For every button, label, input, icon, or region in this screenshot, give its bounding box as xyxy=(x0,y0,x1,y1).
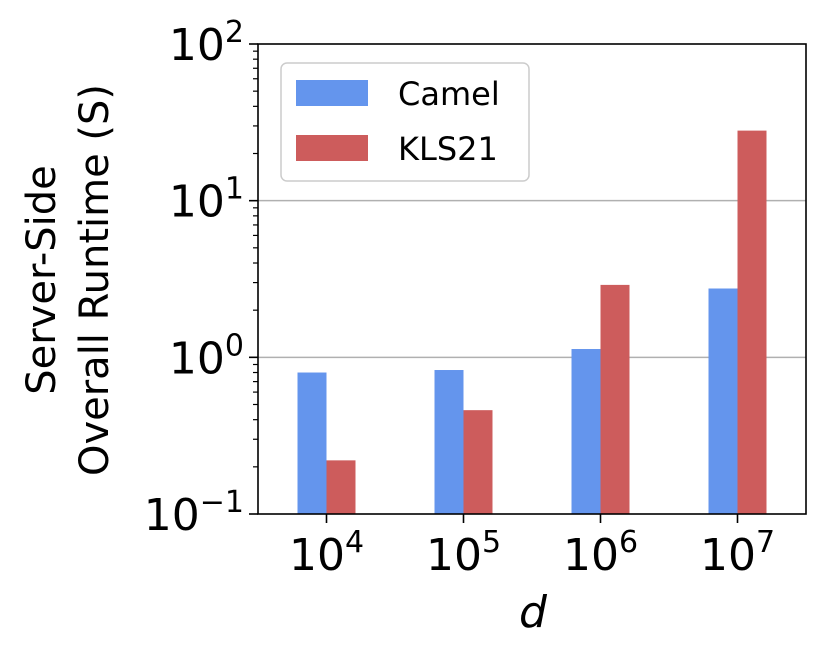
x-axis-ticks: 104 105 106 107 xyxy=(289,514,775,581)
legend-swatch-kls21 xyxy=(296,135,368,161)
bar-kls21-1 xyxy=(463,410,493,514)
legend-label-kls21: KLS21 xyxy=(398,130,498,168)
bar-kls21-2 xyxy=(600,284,630,514)
x-tick-label-0: 104 xyxy=(289,525,364,581)
bar-camel-0 xyxy=(297,372,327,514)
bar-camel-3 xyxy=(708,288,738,514)
bars xyxy=(297,130,767,514)
bar-camel-2 xyxy=(571,349,601,514)
plot-frame xyxy=(257,43,807,515)
legend-label-camel: Camel xyxy=(398,75,500,113)
bar-kls21-0 xyxy=(326,460,356,514)
x-tick-label-1: 105 xyxy=(426,525,501,581)
x-tick-label-3: 107 xyxy=(700,525,775,581)
y-tick-label-3: 102 xyxy=(169,15,244,71)
x-tick-label-2: 106 xyxy=(563,525,638,581)
x-axis-label: d xyxy=(519,587,548,638)
bar-kls21-3 xyxy=(737,130,767,514)
y-tick-label-0: 10−1 xyxy=(144,485,244,541)
legend: Camel KLS21 xyxy=(280,62,530,182)
y-axis-ticks: 10−1 100 101 102 xyxy=(144,15,258,541)
y-tick-label-1: 100 xyxy=(169,328,244,384)
legend-swatch-camel xyxy=(296,80,368,106)
y-axis-label-line2: Overall Runtime (S) xyxy=(72,84,118,476)
y-axis-label-line1: Server-Side xyxy=(19,165,65,395)
y-tick-label-2: 101 xyxy=(169,172,244,228)
bar-camel-1 xyxy=(434,370,464,514)
